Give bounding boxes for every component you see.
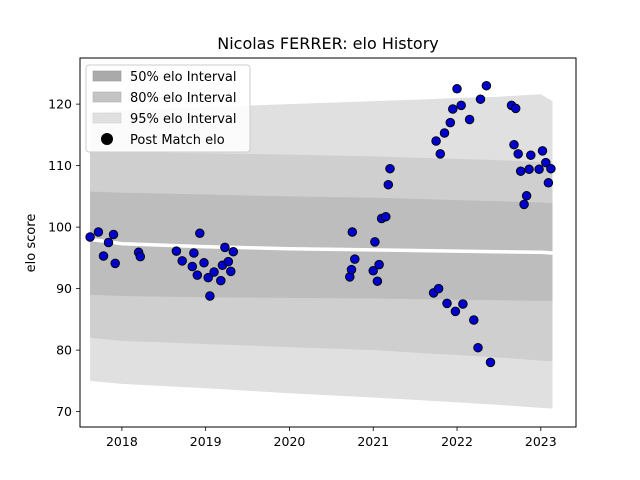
data-point [372, 276, 383, 286]
data-point [464, 114, 475, 125]
data-point [374, 259, 384, 270]
legend-swatch-80 [92, 91, 122, 103]
x-tick-label: 2020 [274, 434, 306, 449]
y-tick-label: 80 [56, 343, 72, 358]
data-point [433, 283, 444, 294]
data-point [524, 164, 534, 175]
data-point [450, 306, 461, 317]
legend-box [85, 64, 251, 153]
y-tick-label: 100 [48, 220, 72, 235]
data-point [439, 128, 450, 138]
data-point [473, 342, 483, 353]
data-point [513, 149, 523, 159]
data-point [541, 157, 551, 168]
data-point [543, 178, 554, 188]
data-point [521, 191, 532, 201]
data-point [448, 104, 458, 114]
data-point [171, 246, 182, 256]
data-point [187, 261, 198, 272]
y-tick-label: 70 [56, 404, 72, 419]
data-point [228, 246, 239, 257]
data-point [98, 251, 109, 261]
data-point [189, 248, 199, 258]
legend-swatch-50 [92, 70, 122, 82]
data-point [546, 163, 556, 174]
data-point [485, 357, 496, 368]
post-match-points [85, 80, 556, 368]
data-point [445, 117, 456, 128]
band-2 [90, 191, 553, 301]
data-point [368, 266, 378, 276]
data-point [195, 228, 205, 239]
data-point [510, 103, 521, 114]
data-point [383, 179, 394, 190]
data-point [103, 237, 114, 248]
data-point [381, 211, 391, 222]
data-point [209, 267, 219, 277]
legend-swatch-95 [92, 112, 122, 124]
data-point [469, 315, 479, 325]
data-point [481, 80, 492, 91]
data-point [223, 256, 234, 267]
data-point [534, 164, 544, 175]
data-point [220, 242, 230, 253]
data-point [435, 149, 446, 159]
data-point [431, 136, 441, 146]
data-point [526, 150, 536, 160]
data-point [385, 163, 395, 174]
x-axis-ticks: 2018 2019 2020 2021 2022 2023 [106, 427, 557, 449]
x-tick-label: 2019 [190, 434, 222, 449]
x-tick-label: 2021 [357, 434, 389, 449]
data-point [475, 94, 486, 104]
legend-label-80: 80% elo Interval [130, 91, 237, 106]
data-point [509, 139, 519, 150]
y-axis-label: elo score [24, 214, 39, 273]
data-point [456, 100, 466, 111]
data-point [537, 146, 548, 156]
data-point [199, 258, 209, 268]
data-point [226, 266, 236, 277]
data-point [346, 264, 357, 275]
y-tick-label: 120 [48, 97, 72, 112]
data-point [135, 251, 146, 262]
data-point [347, 227, 358, 237]
data-point [458, 299, 468, 309]
x-tick-label: 2022 [441, 434, 473, 449]
plot-frame [79, 57, 577, 428]
data-point [192, 270, 203, 280]
data-point [370, 237, 380, 247]
data-point [177, 256, 187, 266]
data-point [519, 199, 529, 210]
elo-mean-line [89, 237, 553, 255]
legend-label-50: 50% elo Interval [130, 70, 237, 85]
y-tick-label: 90 [56, 281, 72, 296]
chart-title: Nicolas FERRER: elo History [217, 34, 439, 53]
data-point [93, 227, 104, 237]
elo-line [89, 237, 553, 255]
data-point [350, 254, 360, 264]
legend-label-point: Post Match elo [130, 133, 225, 148]
legend-label-95: 95% elo Interval [130, 112, 237, 127]
x-tick-label: 2018 [106, 434, 138, 449]
data-point [85, 232, 95, 242]
y-tick-label: 110 [48, 158, 72, 173]
legend-marker-point [101, 133, 113, 145]
interval-bands [90, 94, 553, 409]
data-point [452, 84, 462, 94]
y-axis-ticks: 70 80 90 100 110 120 [48, 97, 80, 419]
x-tick-label: 2023 [525, 434, 557, 449]
data-point [216, 275, 226, 286]
data-point [205, 291, 215, 301]
legend: 50% elo Interval 80% elo Interval 95% el… [85, 64, 251, 153]
data-point [110, 258, 120, 269]
data-point [442, 298, 452, 309]
data-point [203, 272, 213, 283]
data-point [515, 166, 526, 176]
data-point [108, 229, 119, 240]
